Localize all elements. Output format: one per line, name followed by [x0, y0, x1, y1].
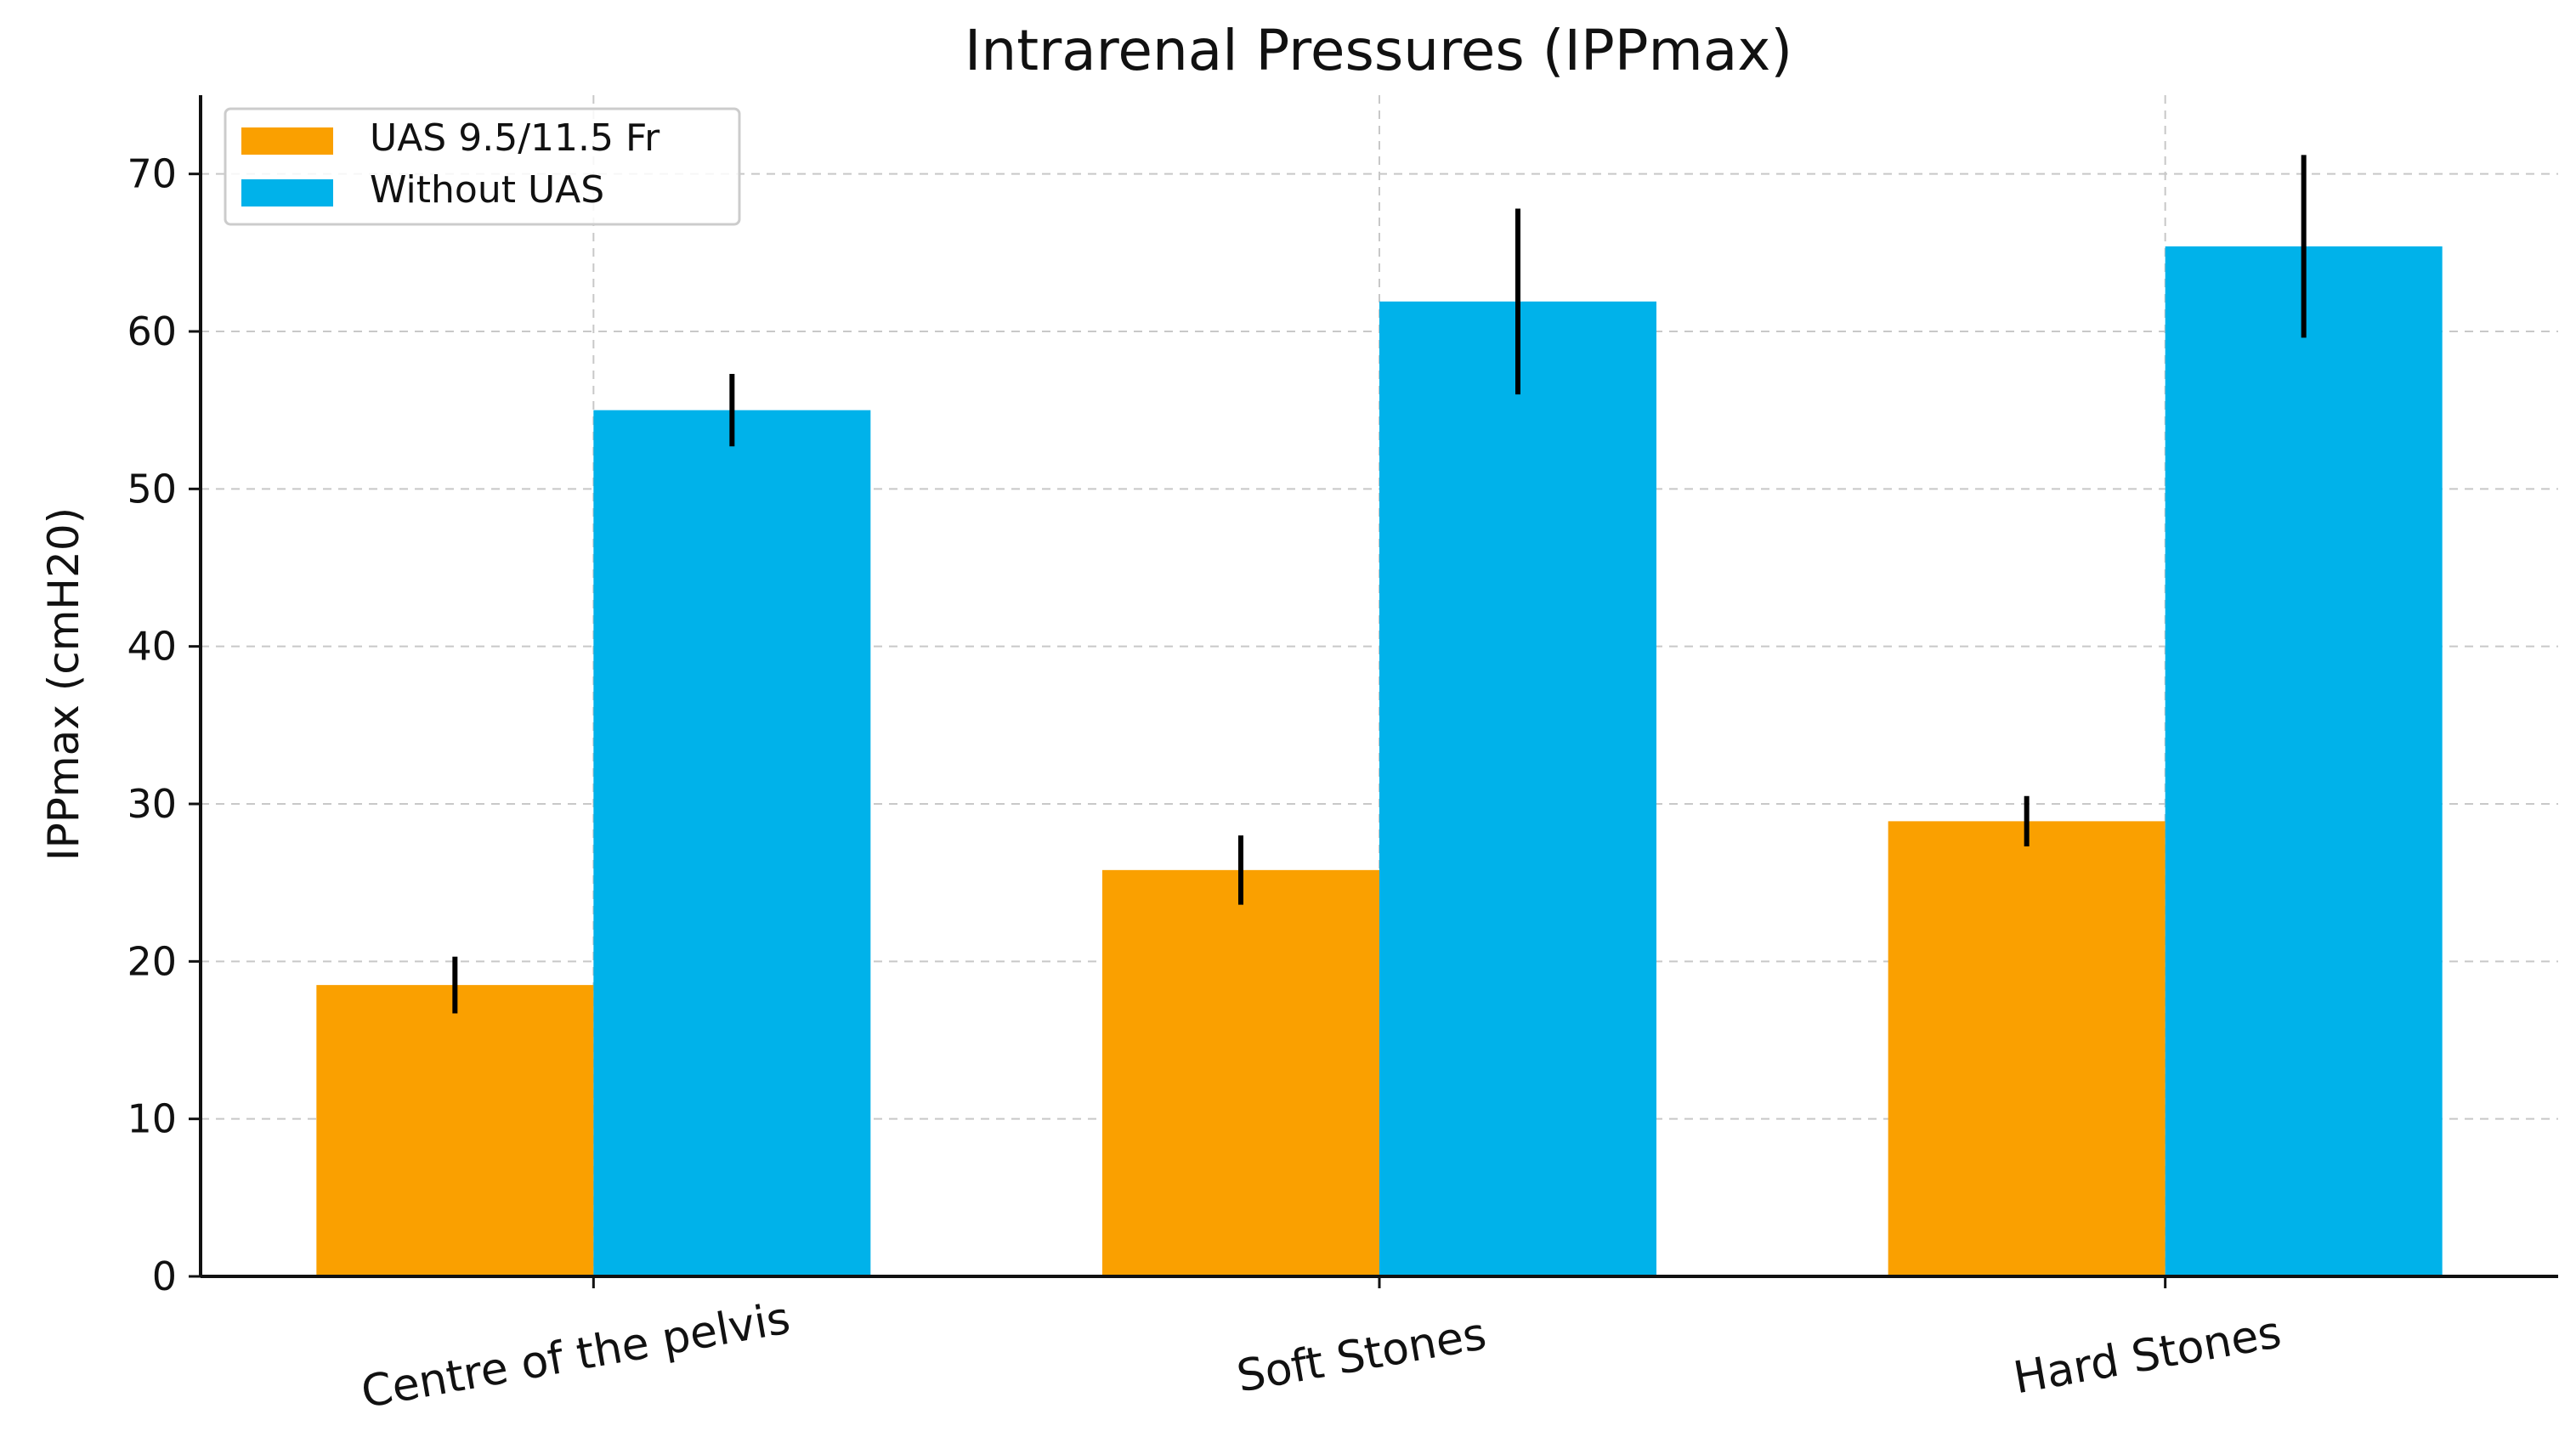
legend-swatch-uas — [241, 127, 333, 155]
legend-swatch-without-uas — [241, 179, 333, 206]
x-tick-label: Hard Stones — [2010, 1307, 2285, 1404]
y-axis-label: IPPmax (cmH20) — [39, 507, 88, 861]
y-tick-label: 20 — [127, 938, 177, 984]
legend-frame — [224, 107, 741, 226]
y-tick-label: 30 — [127, 781, 177, 827]
chart-title: Intrarenal Pressures (IPPmax) — [965, 18, 1792, 83]
y-tick-label: 60 — [127, 308, 177, 354]
legend-label-without-uas: Without UAS — [370, 168, 604, 212]
legend: UAS 9.5/11.5 Fr Without UAS — [224, 107, 741, 226]
y-tick-label: 70 — [127, 151, 177, 197]
bar-without-uas-2 — [2165, 246, 2443, 1276]
bar-without-uas-1 — [1379, 301, 1656, 1277]
y-tick-label: 10 — [127, 1096, 177, 1142]
x-tick-label: Soft Stones — [1233, 1309, 1490, 1403]
y-tick-label: 40 — [127, 624, 177, 670]
y-tick-label: 50 — [127, 466, 177, 512]
bar-uas-0 — [316, 985, 594, 1276]
bar-without-uas-0 — [593, 410, 871, 1277]
x-tick-label: Centre of the pelvis — [358, 1293, 794, 1418]
legend-label-uas: UAS 9.5/11.5 Fr — [370, 116, 660, 160]
bar-uas-1 — [1102, 869, 1379, 1276]
bar-uas-2 — [1888, 821, 2166, 1276]
bars — [316, 155, 2443, 1277]
y-tick-label: 0 — [152, 1253, 177, 1299]
